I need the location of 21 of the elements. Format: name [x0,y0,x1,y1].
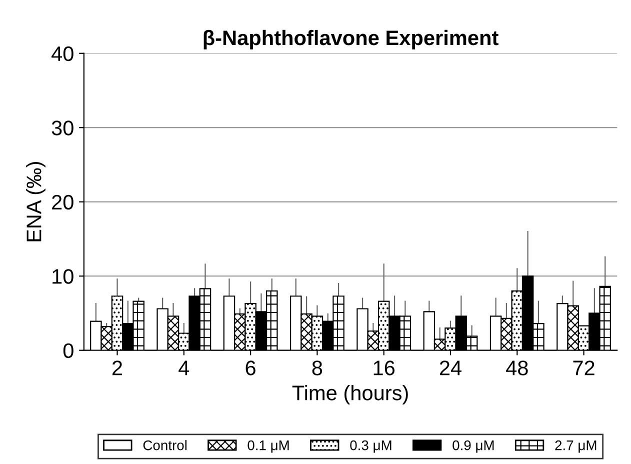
x-tick-label: 6 [246,360,256,376]
y-tick-label: 10 [52,269,74,284]
legend-label: 0.9 μM [452,440,494,453]
x-tick-label: 8 [312,360,322,376]
y-tick-label: 20 [52,194,74,210]
x-axis-title: Time (hours) [292,385,408,404]
x-tick-label: 48 [506,360,528,376]
legend-label: 2.7 μM [555,440,596,453]
x-tick-label: 24 [440,360,462,376]
y-tick-label: 40 [52,46,74,62]
x-tick-label: 2 [112,360,122,376]
x-tick-label: 16 [374,360,395,376]
y-axis-title: ENA (‰) [26,162,46,242]
x-tick-label: 4 [178,360,190,376]
legend-label: 0.1 μM [248,440,289,453]
chart-title: β-Naphthoflavone Experiment [204,30,498,50]
x-tick-label: 72 [573,360,594,376]
y-tick-label: 0 [63,343,74,358]
legend-label: Control [143,440,187,450]
y-tick-label: 30 [52,120,74,136]
legend-label: 0.3 μM [350,440,392,453]
